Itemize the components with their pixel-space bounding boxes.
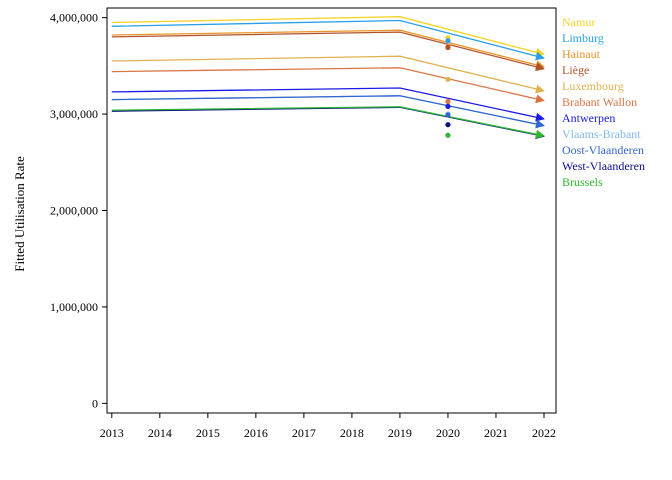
y-tick-label: 1,000,000 — [50, 300, 98, 314]
x-tick-label: 2020 — [436, 426, 460, 440]
x-tick-label: 2019 — [388, 426, 412, 440]
legend-item-west-vlaanderen: West-Vlaanderen — [562, 159, 645, 173]
series-line-limburg — [111, 19, 545, 61]
series-line-oost-vlaanderen — [111, 95, 545, 129]
series-line-namur — [111, 16, 545, 57]
legend-item-hainaut: Hainaut — [562, 47, 601, 61]
series-line-hainaut — [111, 29, 545, 70]
legend: Namur Limburg Hainaut Liège Luxembourg Braban… — [562, 15, 645, 189]
series-line-liege — [111, 31, 545, 72]
x-tick-label: 2015 — [196, 426, 220, 440]
legend-item-brussels: Brussels — [562, 175, 603, 189]
x-tick-label: 2014 — [148, 426, 172, 440]
legend-item-oost-vlaanderen: Oost-Vlaanderen — [562, 143, 644, 157]
x-tick-label: 2018 — [340, 426, 364, 440]
series-line-brabant-wallon — [111, 67, 545, 104]
observed-points — [445, 35, 451, 138]
y-tick-label: 4,000,000 — [50, 11, 98, 25]
y-axis: 0 1,000,000 2,000,000 3,000,000 4,000,000 — [50, 11, 107, 410]
x-tick-label: 2017 — [292, 426, 316, 440]
series-line-antwerpen — [111, 87, 545, 122]
x-axis: 2013 2014 2015 2016 2017 2018 2019 2020 2021 2022 — [100, 413, 556, 440]
observed-point-luxembourg — [445, 76, 451, 82]
observed-point-antwerpen — [445, 103, 451, 109]
legend-item-limburg: Limburg — [562, 31, 604, 45]
observed-point-oost-vlaanderen — [445, 112, 451, 118]
legend-item-namur: Namur — [562, 15, 595, 29]
legend-item-liege: Liège — [562, 63, 589, 77]
y-tick-label: 2,000,000 — [50, 204, 98, 218]
legend-item-luxembourg: Luxembourg — [562, 79, 624, 93]
x-tick-label: 2021 — [484, 426, 508, 440]
x-tick-label: 2013 — [100, 426, 124, 440]
observed-point-brussels — [445, 132, 451, 138]
x-tick-label: 2022 — [532, 426, 556, 440]
series-line-luxembourg — [111, 55, 545, 94]
series-line-brussels — [111, 106, 545, 139]
y-axis-title: Fitted Utilisation Rate — [12, 156, 27, 272]
observed-point-limburg — [445, 38, 451, 44]
y-tick-label: 3,000,000 — [50, 107, 98, 121]
legend-item-antwerpen: Antwerpen — [562, 111, 615, 125]
observed-point-west-vlaanderen — [445, 122, 451, 128]
y-tick-label: 0 — [92, 396, 98, 410]
observed-point-brabant-wallon — [445, 98, 451, 105]
x-tick-label: 2016 — [244, 426, 268, 440]
series-lines — [111, 16, 545, 140]
legend-item-brabant-wallon: Brabant Wallon — [562, 95, 637, 109]
legend-item-vlaams-brabant: Vlaams-Brabant — [562, 127, 641, 141]
observed-point-liege — [445, 44, 451, 51]
